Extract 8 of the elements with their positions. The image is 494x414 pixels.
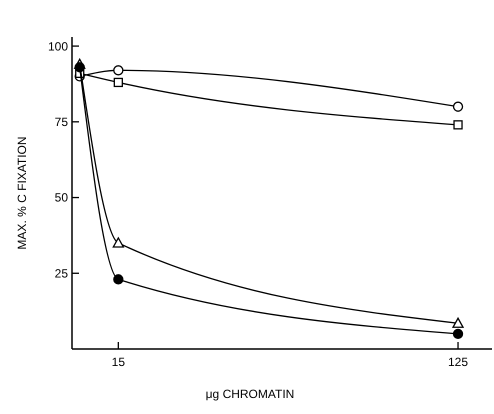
y-tick-label: 50 — [54, 190, 68, 205]
x-axis-title: μg CHROMATIN — [206, 387, 294, 401]
x-tick-label: 125 — [448, 355, 468, 369]
x-tick-label: 15 — [112, 355, 126, 369]
y-tick-label: 25 — [54, 266, 68, 280]
y-axis-title: MAX. % C FIXATION — [15, 136, 29, 250]
y-tick-label: 75 — [54, 115, 68, 130]
y-tick-label: 100 — [48, 39, 68, 54]
